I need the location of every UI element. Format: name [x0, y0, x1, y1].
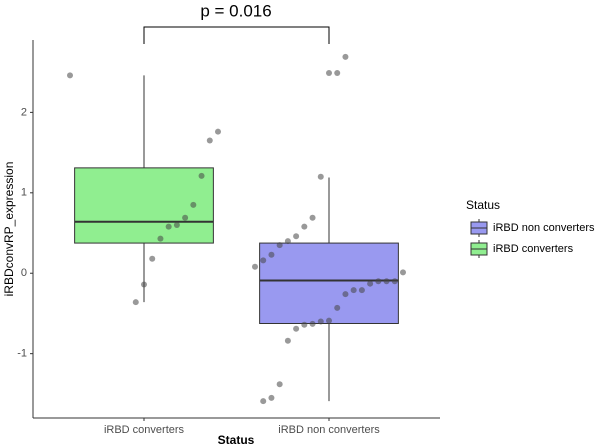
data-point	[326, 317, 332, 324]
data-point	[252, 263, 258, 270]
data-point	[198, 172, 205, 179]
data-point	[276, 381, 283, 388]
data-point	[141, 281, 147, 288]
data-point	[301, 321, 308, 328]
data-point	[334, 69, 341, 76]
data-point	[342, 53, 349, 60]
data-point	[367, 280, 374, 287]
data-point	[309, 320, 316, 327]
box	[74, 167, 214, 244]
data-point	[326, 69, 332, 76]
data-point	[149, 255, 156, 262]
p-value-annotation: p = 0.016	[200, 1, 271, 20]
data-point	[334, 304, 341, 311]
significance-bracket	[143, 26, 330, 44]
data-point	[165, 223, 172, 230]
data-point	[358, 287, 365, 294]
data-point	[400, 269, 406, 276]
y-tick-label: 1	[21, 187, 27, 199]
data-point	[260, 257, 267, 264]
data-point	[342, 291, 349, 298]
data-point	[293, 325, 300, 332]
data-point	[284, 238, 291, 245]
x-tick-label: iRBD converters	[104, 424, 185, 436]
data-point	[206, 137, 213, 144]
data-point	[350, 287, 357, 294]
legend-label: iRBD non converters	[493, 222, 595, 234]
data-point	[309, 214, 316, 221]
data-point	[268, 251, 275, 258]
data-point	[391, 278, 398, 285]
legend-title: Status	[466, 198, 500, 212]
data-point	[260, 398, 267, 405]
y-axis-title: iRBDconvRP_expression	[2, 162, 16, 297]
x-axis-title: Status	[218, 433, 255, 447]
data-point	[132, 299, 139, 306]
box	[259, 242, 399, 324]
data-point	[293, 233, 300, 240]
data-point	[182, 214, 189, 221]
data-point	[157, 235, 164, 242]
data-point	[276, 242, 283, 249]
data-point	[301, 223, 308, 230]
data-point	[317, 318, 324, 325]
data-point	[215, 128, 221, 135]
data-point	[268, 394, 275, 401]
x-tick-label: iRBD non converters	[278, 424, 380, 436]
data-point	[375, 278, 382, 285]
data-point	[173, 221, 180, 228]
legend-label: iRBD converters	[493, 243, 574, 255]
data-point	[284, 337, 291, 344]
data-point	[317, 173, 324, 180]
data-point	[190, 201, 197, 208]
y-tick-label: 2	[21, 106, 27, 118]
y-tick-label: -1	[17, 348, 27, 360]
y-tick-label: 0	[21, 267, 27, 279]
data-point	[383, 278, 390, 285]
data-point	[67, 72, 73, 79]
